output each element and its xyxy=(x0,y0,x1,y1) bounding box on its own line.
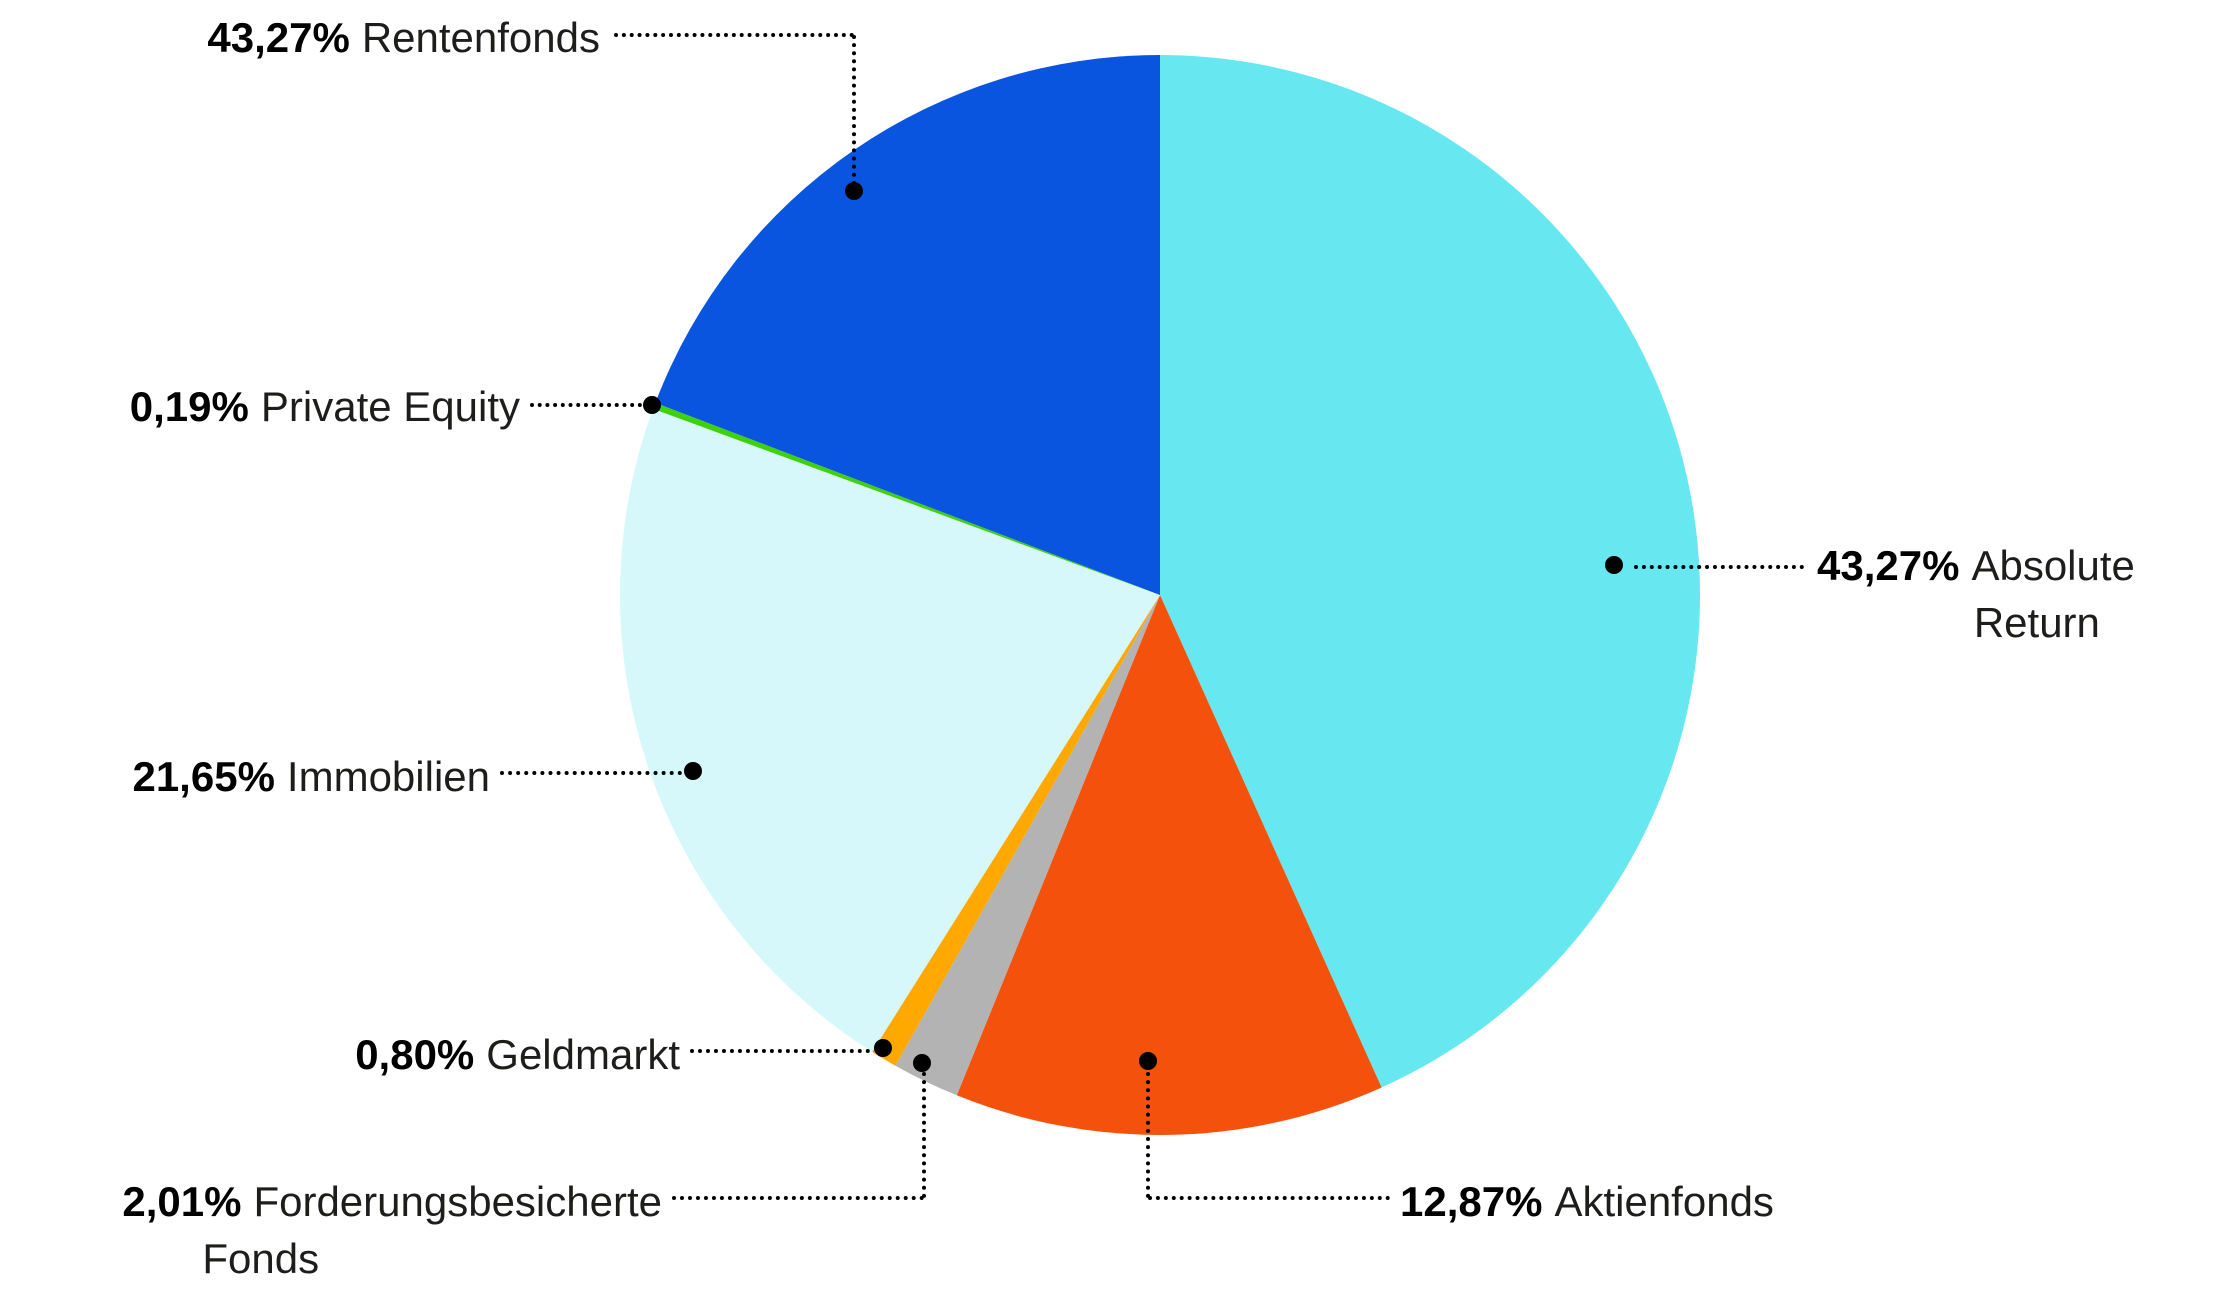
callout-absolute-name1: Absolute xyxy=(1971,542,2135,589)
leader-line xyxy=(690,1049,870,1053)
callout-forderung-line1: 2,01% Forderungsbesicherte xyxy=(122,1174,662,1231)
leader-line xyxy=(500,771,682,775)
leader-line xyxy=(1634,565,1804,569)
leader-line xyxy=(922,1072,926,1198)
callout-dot-absolute-return xyxy=(1605,556,1623,574)
callout-dot-aktienfonds xyxy=(1139,1052,1157,1070)
pie-slice-forderungsbesicherte-fonds xyxy=(895,595,1160,1096)
leader-line xyxy=(672,1196,924,1200)
pie-slice-private-equity xyxy=(653,402,1160,595)
callout-immobilien: 21,65% Immobilien xyxy=(132,749,490,806)
callout-rentenfonds-name: Rentenfonds xyxy=(361,14,600,61)
leader-line xyxy=(614,33,854,37)
callout-absolute-name2: Return xyxy=(1973,598,2100,646)
pie-slice-geldmarkt xyxy=(872,595,1160,1066)
callout-dot-private-equity xyxy=(643,396,661,414)
callout-absolute-line1: 43,27% Absolute xyxy=(1817,538,2135,595)
leader-line xyxy=(852,35,856,185)
callout-dot-immobilien xyxy=(684,762,702,780)
callout-immobilien-name: Immobilien xyxy=(286,753,490,800)
callout-absolute-return: 43,27% Absolute Return xyxy=(1817,538,2135,651)
callout-forderung-name2: Fonds xyxy=(202,1234,320,1282)
callout-aktienfonds: 12,87% Aktienfonds xyxy=(1400,1174,1774,1231)
callout-dot-forderungsbesicherte-fonds xyxy=(913,1054,931,1072)
callout-private-equity-name: Private Equity xyxy=(260,383,520,430)
callout-absolute-line2: Return xyxy=(1817,595,2135,652)
pie-slice-immobilien xyxy=(620,408,1160,1052)
callout-dot-rentenfonds xyxy=(845,182,863,200)
callout-geldmarkt: 0,80% Geldmarkt xyxy=(355,1027,680,1084)
callout-forderung-pct: 2,01% xyxy=(122,1178,242,1225)
pie-slice-rentenfonds xyxy=(655,55,1160,595)
callout-rentenfonds-pct: 43,27% xyxy=(207,14,350,61)
callout-immobilien-pct: 21,65% xyxy=(132,753,275,800)
callout-geldmarkt-pct: 0,80% xyxy=(355,1031,475,1078)
callout-forderung-line2: Fonds xyxy=(122,1231,662,1288)
pie-slice-absolute-return xyxy=(1160,55,1700,1088)
callout-rentenfonds: 43,27% Rentenfonds xyxy=(207,10,600,67)
leader-line xyxy=(1148,1196,1390,1200)
pie-slice-aktienfonds xyxy=(956,595,1382,1135)
callout-geldmarkt-name: Geldmarkt xyxy=(486,1031,680,1078)
leader-line xyxy=(530,403,642,407)
callout-absolute-pct: 43,27% xyxy=(1817,542,1960,589)
callout-aktienfonds-name: Aktienfonds xyxy=(1554,1178,1774,1225)
callout-dot-geldmarkt xyxy=(874,1039,892,1057)
callout-aktienfonds-pct: 12,87% xyxy=(1400,1178,1543,1225)
callout-private-equity-pct: 0,19% xyxy=(129,383,249,430)
pie-chart xyxy=(620,55,1700,1135)
callout-forderungsbesicherte-fonds: 2,01% Forderungsbesicherte Fonds xyxy=(122,1174,662,1287)
callout-forderung-name1: Forderungsbesicherte xyxy=(253,1178,662,1225)
callout-private-equity: 0,19% Private Equity xyxy=(130,379,520,436)
leader-line xyxy=(1146,1072,1150,1198)
